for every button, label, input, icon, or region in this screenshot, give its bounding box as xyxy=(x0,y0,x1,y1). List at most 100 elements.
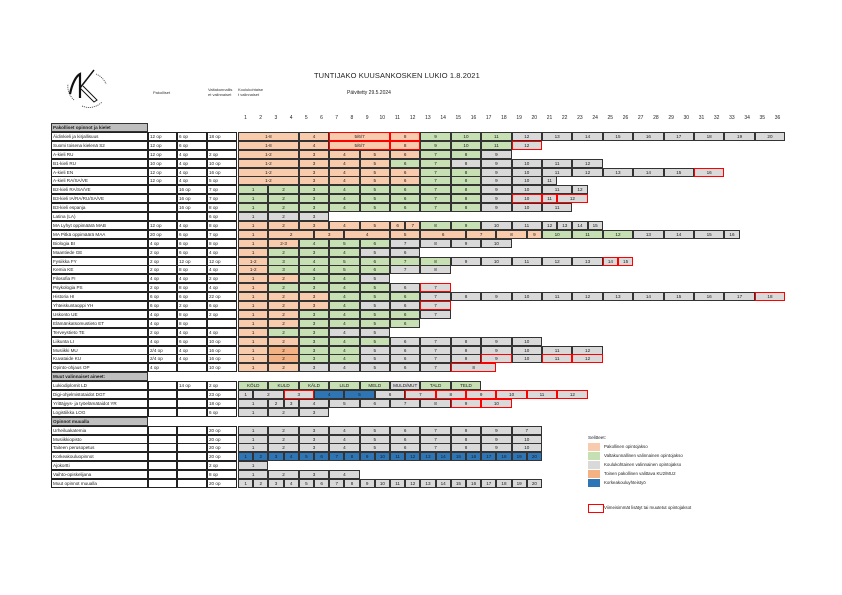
course-module: 6 xyxy=(359,398,390,408)
course-module: 10 xyxy=(511,336,542,346)
legend-label: Toinen pakollinen valittava KU2/MU2 xyxy=(604,471,676,476)
course-module: 2 xyxy=(268,470,299,480)
course-module: 3 xyxy=(298,345,330,355)
credits-mandatory xyxy=(148,452,177,462)
course-module: 10 xyxy=(511,292,542,302)
course-module: 3 xyxy=(298,149,330,159)
course-module: 3 xyxy=(298,407,330,417)
course-module: 1 xyxy=(238,407,269,417)
course-module: 9 xyxy=(450,238,482,248)
credits-school-elective: 7 op xyxy=(207,185,237,195)
credits-mandatory xyxy=(148,194,177,204)
course-module: 2 xyxy=(268,309,299,319)
credits-national-elective xyxy=(177,363,207,373)
course-name: Logistiikka LOG xyxy=(51,407,148,417)
course-module: 15 xyxy=(587,220,603,230)
course-module: 1 xyxy=(238,336,269,346)
course-module: 7 xyxy=(420,336,451,346)
credits-school-elective: 16 op xyxy=(207,167,237,177)
credits-mandatory: 2 op xyxy=(148,283,177,293)
course-module: 14 xyxy=(633,292,664,302)
course-module: 11 xyxy=(542,292,573,302)
credits-mandatory xyxy=(148,443,177,453)
course-module: 15 xyxy=(618,256,634,266)
course-module: 10 xyxy=(481,256,512,266)
course-module: 5 xyxy=(359,176,390,186)
course-module: 7 xyxy=(420,203,451,213)
course-module: 6 xyxy=(374,390,406,399)
course-module: 6 xyxy=(390,309,421,319)
period-number: 24 xyxy=(592,115,598,121)
course-module: 4 xyxy=(329,185,360,195)
period-number: 2 xyxy=(259,115,263,121)
course-row: Vaihto-opiskelijana 8 op 1 2 3 4 xyxy=(51,470,791,480)
course-module: 2 xyxy=(268,318,299,328)
credits-mandatory xyxy=(148,434,177,444)
period-number: 34 xyxy=(744,115,750,121)
course-module: 9 xyxy=(481,158,512,168)
course-module: 2 xyxy=(253,390,284,399)
course-module: 8 xyxy=(450,354,482,364)
course-module: 7 xyxy=(390,256,421,266)
course-module: 1 xyxy=(238,229,269,239)
course-module: 3 xyxy=(298,318,330,328)
credits-mandatory: 4 op xyxy=(148,363,177,373)
course-module: 6 xyxy=(390,149,421,159)
course-module: 6 xyxy=(390,283,421,293)
course-module: 7 xyxy=(329,479,345,488)
legend-label: Valtakunnallinen valinnainen opintojakso xyxy=(604,453,683,458)
credits-mandatory: 12 op xyxy=(148,220,177,230)
legend-new-swatch xyxy=(588,504,604,513)
credits-school-elective xyxy=(207,140,237,150)
period-number: 35 xyxy=(759,115,766,121)
course-module: 8 xyxy=(420,220,451,230)
credits-national-elective: 4 op xyxy=(177,167,207,177)
course-module: LILD xyxy=(329,381,360,391)
course-module: 9 xyxy=(481,167,512,177)
legend-swatch xyxy=(588,443,600,451)
credits-national-elective: 6 op xyxy=(177,140,207,150)
period-number: 28 xyxy=(653,115,659,121)
course-name: Latina (LA) xyxy=(51,212,148,221)
course-module: 5 xyxy=(359,443,390,453)
course-module: 14 xyxy=(572,220,588,230)
course-module: 9 xyxy=(481,176,512,186)
course-module: 6 xyxy=(314,479,330,488)
course-module: 19 xyxy=(724,131,755,141)
course-module: 1 xyxy=(238,283,269,293)
course-module: 1-8 xyxy=(238,131,299,141)
period-number: 21 xyxy=(546,115,553,121)
course-module: 4 xyxy=(314,390,345,399)
course-module: 5 xyxy=(359,301,390,310)
course-module: 4 xyxy=(283,479,299,488)
section-header: Pakolliset opinnot ja kielet xyxy=(51,123,791,132)
credits-school-elective: 12 op xyxy=(207,256,237,266)
course-module: 2 xyxy=(268,398,284,408)
legend-title: Selitteet: xyxy=(588,435,606,440)
course-module: 6 xyxy=(390,345,421,355)
course-module: 4 xyxy=(298,131,330,141)
period-number: 36 xyxy=(774,115,781,121)
label-koulukohtaiset: Koulukohtaise t valinnaiset xyxy=(238,87,264,97)
course-module: MULD/MUT xyxy=(390,381,421,391)
course-row: Ajokortti 2 op 1 xyxy=(51,461,791,471)
course-name: Psykologia PS xyxy=(51,283,148,293)
course-module: 2 xyxy=(253,452,269,462)
course-module: 10 xyxy=(496,390,527,399)
course-module: 12 xyxy=(557,194,588,204)
course-row: Musiikkiopisto 20 op 1 2 3 4 5 6 7 8 9 10 xyxy=(51,434,791,444)
course-module: 4 xyxy=(329,336,360,346)
credits-school-elective: 5 op xyxy=(207,176,237,186)
course-module: 1 xyxy=(238,247,269,257)
course-module: 16 xyxy=(633,131,664,141)
course-module: 10 xyxy=(450,140,482,150)
course-module: 14 xyxy=(663,229,694,239)
course-module: 4 xyxy=(329,274,360,284)
course-module: 8 xyxy=(390,140,421,150)
course-module: 3 xyxy=(298,434,330,444)
course-module: 1 xyxy=(238,238,269,248)
credits-mandatory xyxy=(148,479,177,488)
course-module: 9 xyxy=(481,434,512,444)
course-module: 8 xyxy=(344,452,360,462)
course-module: 3 xyxy=(298,176,330,186)
